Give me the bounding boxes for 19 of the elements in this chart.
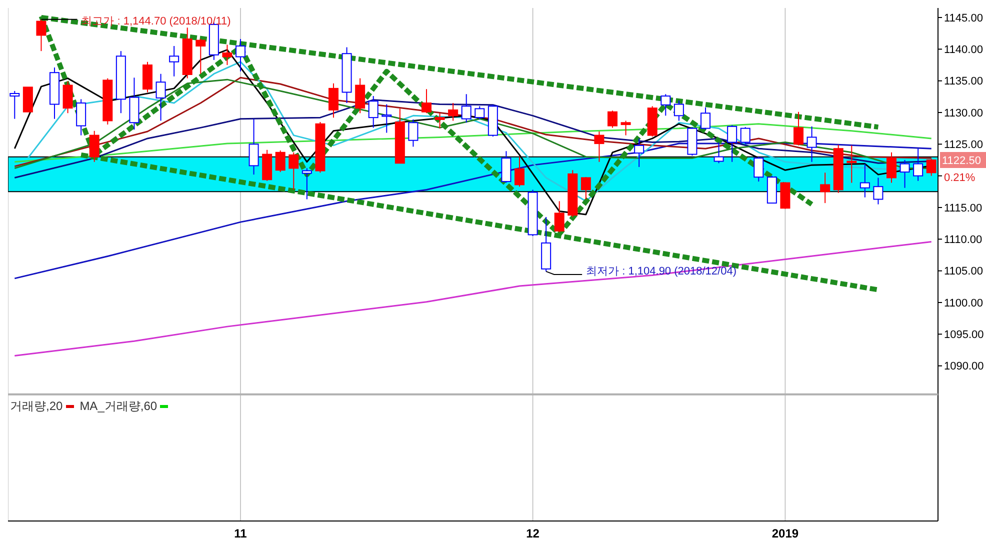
y-tick-label: 1130.00 [944,107,983,120]
y-tick-label: 1125.00 [944,139,983,152]
y-tick-label: 1145.00 [944,12,983,24]
y-tick-label: 1115.00 [944,202,982,214]
annotation: 최저가 : 1,104.90 (2018/12/04) [586,265,737,278]
y-tick-label: 1135.00 [944,76,983,88]
y-tick-label: 1095.00 [944,329,984,342]
y-tick-label: 1105.00 [944,266,983,278]
annotation: MA_거래량,60 [80,398,158,416]
x-tick-label: 11 [234,526,248,541]
text: 1122.50 [942,155,981,167]
x-tick-label: 2019 [772,526,799,541]
text: 0.21% [944,172,976,184]
y-tick-label: 1100.00 [944,297,983,310]
x-tick-label: 12 [526,526,540,541]
y-tick-label: 1110.00 [944,234,982,246]
annotation: 거래량,20 [10,398,63,416]
y-tick-label: 1140.00 [944,44,983,56]
y-tick-label: 1090.00 [944,360,984,373]
